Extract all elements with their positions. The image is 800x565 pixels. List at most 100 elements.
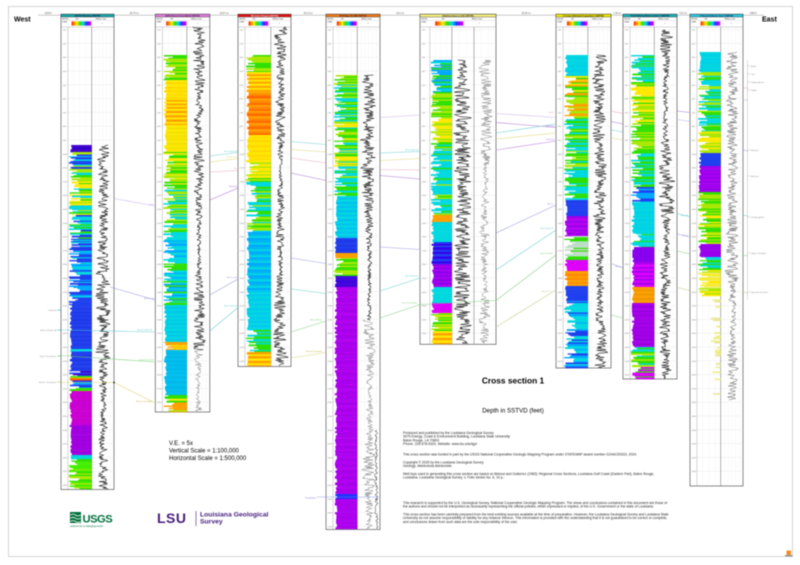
svg-text:1: 1	[102, 23, 103, 25]
svg-text:Tuscaloosa: Tuscaloosa	[305, 498, 317, 500]
svg-text:-2100: -2100	[63, 306, 68, 308]
svg-text:GR: GR	[705, 18, 708, 20]
svg-text:-1200: -1200	[157, 181, 162, 183]
svg-text:-500: -500	[63, 85, 67, 87]
svg-text:3079 Energy, Coast & Environme: 3079 Energy, Coast & Environment Buildin…	[403, 435, 510, 439]
svg-text:GR: GR	[253, 18, 256, 20]
svg-text:LSU: LSU	[157, 510, 187, 526]
svg-text:-100: -100	[240, 30, 244, 32]
svg-text:-2100: -2100	[625, 306, 630, 308]
svg-text:-1800: -1800	[558, 264, 563, 266]
svg-text:-700: -700	[422, 112, 426, 114]
svg-text:and conclusions drawn from suc: and conclusions drawn from such data are…	[403, 520, 518, 524]
svg-text:-1300: -1300	[157, 195, 162, 197]
svg-text:-1700: -1700	[63, 250, 68, 252]
svg-text:Well tops used in generating t: Well tops used in generating this cross …	[403, 472, 654, 476]
svg-text:Sparta/Cane River: Sparta/Cane River	[751, 291, 768, 294]
svg-text:-1400: -1400	[692, 209, 697, 211]
svg-text:-2600: -2600	[625, 375, 630, 377]
svg-text:-200: -200	[422, 43, 426, 45]
svg-text:1: 1	[368, 23, 369, 25]
svg-text:GR: GR	[76, 18, 79, 20]
svg-text:Marine Tusc: Marine Tusc	[227, 156, 237, 159]
svg-text:-1800: -1800	[422, 264, 427, 266]
svg-text:RES(-) Cond: RES(-) Cond	[658, 18, 668, 20]
svg-text:-1500: -1500	[692, 223, 697, 225]
svg-text:-600: -600	[157, 99, 161, 101]
svg-text:-2300: -2300	[422, 333, 427, 335]
svg-text:-800: -800	[157, 126, 161, 128]
svg-text:Vicksburg: Vicksburg	[546, 125, 554, 128]
svg-text:-1700: -1700	[625, 250, 630, 252]
svg-text:Anahuac: Anahuac	[751, 175, 759, 178]
svg-text:Marine Wilcox: Marine Wilcox	[310, 319, 322, 322]
svg-text:24 Lirette G Dupont (SSTVD): 24 Lirette G Dupont (SSTVD)	[251, 14, 278, 17]
svg-text:48 R B Thibodaux (SSTVD): 48 R B Thibodaux (SSTVD)	[75, 14, 101, 17]
svg-text:-1700: -1700	[692, 250, 697, 252]
svg-text:-1300: -1300	[625, 195, 630, 197]
svg-text:Amite: Amite	[549, 111, 554, 114]
svg-text:Marine Tuscaloosa: Marine Tuscaloosa	[306, 350, 323, 353]
svg-text:-1600: -1600	[625, 237, 630, 239]
svg-text:-800: -800	[558, 126, 562, 128]
svg-text:Sparta: Sparta	[547, 203, 554, 206]
svg-text:29.75 mi: 29.75 mi	[130, 13, 139, 15]
svg-text:Slidell: Slidell	[751, 90, 757, 92]
svg-text:-3100: -3100	[63, 444, 68, 446]
svg-text:-2300: -2300	[157, 333, 162, 335]
svg-text:-1300: -1300	[240, 195, 245, 197]
svg-text:-2500: -2500	[625, 361, 630, 363]
svg-text:8 Andrew Grace et al A1 (SSTVD: 8 Andrew Grace et al A1 (SSTVD)	[442, 14, 474, 17]
svg-text:-2200: -2200	[625, 319, 630, 321]
svg-text:-2800: -2800	[328, 402, 333, 404]
svg-text:-2000: -2000	[692, 292, 697, 294]
svg-text:-3700: -3700	[328, 526, 333, 528]
svg-text:-900: -900	[625, 140, 629, 142]
svg-text:-500: -500	[157, 85, 161, 87]
svg-text:6 Crown Zellerbach Corporation: 6 Crown Zellerbach Corporation 1 (SSTVD)	[563, 14, 604, 17]
svg-text:-1900: -1900	[328, 278, 333, 280]
svg-text:-2400: -2400	[328, 347, 333, 349]
svg-text:Sparta: Sparta	[615, 265, 622, 268]
svg-text:Sparta sand: Sparta sand	[227, 276, 237, 279]
svg-text:1:866: 1:866	[624, 22, 629, 24]
svg-text:-1400: -1400	[422, 209, 427, 211]
svg-text:-1900: -1900	[422, 278, 427, 280]
svg-text:-3500: -3500	[328, 499, 333, 501]
svg-text:-2700: -2700	[157, 388, 162, 390]
svg-text:-1900: -1900	[558, 278, 563, 280]
svg-text:GR: GR	[341, 18, 344, 20]
svg-text:1:866: 1:866	[691, 22, 696, 24]
svg-text:-3000: -3000	[692, 430, 697, 432]
svg-text:-1100: -1100	[63, 168, 67, 170]
svg-text:-2600: -2600	[157, 375, 162, 377]
svg-text:-2400: -2400	[692, 347, 697, 349]
svg-text:-1200: -1200	[240, 181, 245, 183]
svg-text:-500: -500	[558, 85, 562, 87]
svg-text:GR: GR	[571, 18, 574, 20]
svg-text:-200: -200	[157, 43, 161, 45]
svg-text:Base LA: Base LA	[681, 214, 689, 217]
svg-text:-400: -400	[692, 71, 696, 73]
svg-text:-2400: -2400	[157, 347, 162, 349]
svg-text:-400: -400	[157, 71, 161, 73]
svg-text:-1300: -1300	[328, 195, 333, 197]
svg-text:Marine Tusc: Marine Tusc	[542, 290, 552, 293]
svg-text:-1100: -1100	[422, 168, 426, 170]
svg-text:-2200: -2200	[422, 319, 427, 321]
svg-text:-1000: -1000	[558, 154, 563, 156]
svg-text:-400: -400	[328, 71, 332, 73]
svg-text:-2500: -2500	[328, 361, 333, 363]
svg-text:-100: -100	[558, 30, 562, 32]
svg-text:-700: -700	[63, 112, 67, 114]
svg-text:-400: -400	[240, 71, 244, 73]
svg-text:-1200: -1200	[625, 181, 630, 183]
svg-text:5 Gulf Refining Bowie Lumber 1: 5 Gulf Refining Bowie Lumber 1 (SSTVD)	[631, 15, 670, 17]
svg-text:Geology: Akinbobola Akintomide: Geology: Akinbobola Akintomide	[403, 464, 452, 468]
svg-text:-1400: -1400	[240, 209, 245, 211]
svg-text:-500: -500	[625, 85, 629, 87]
svg-text:-400: -400	[422, 71, 426, 73]
svg-text:1:866: 1:866	[157, 22, 162, 24]
svg-text:-800: -800	[422, 126, 426, 128]
svg-text:-2400: -2400	[240, 347, 245, 349]
